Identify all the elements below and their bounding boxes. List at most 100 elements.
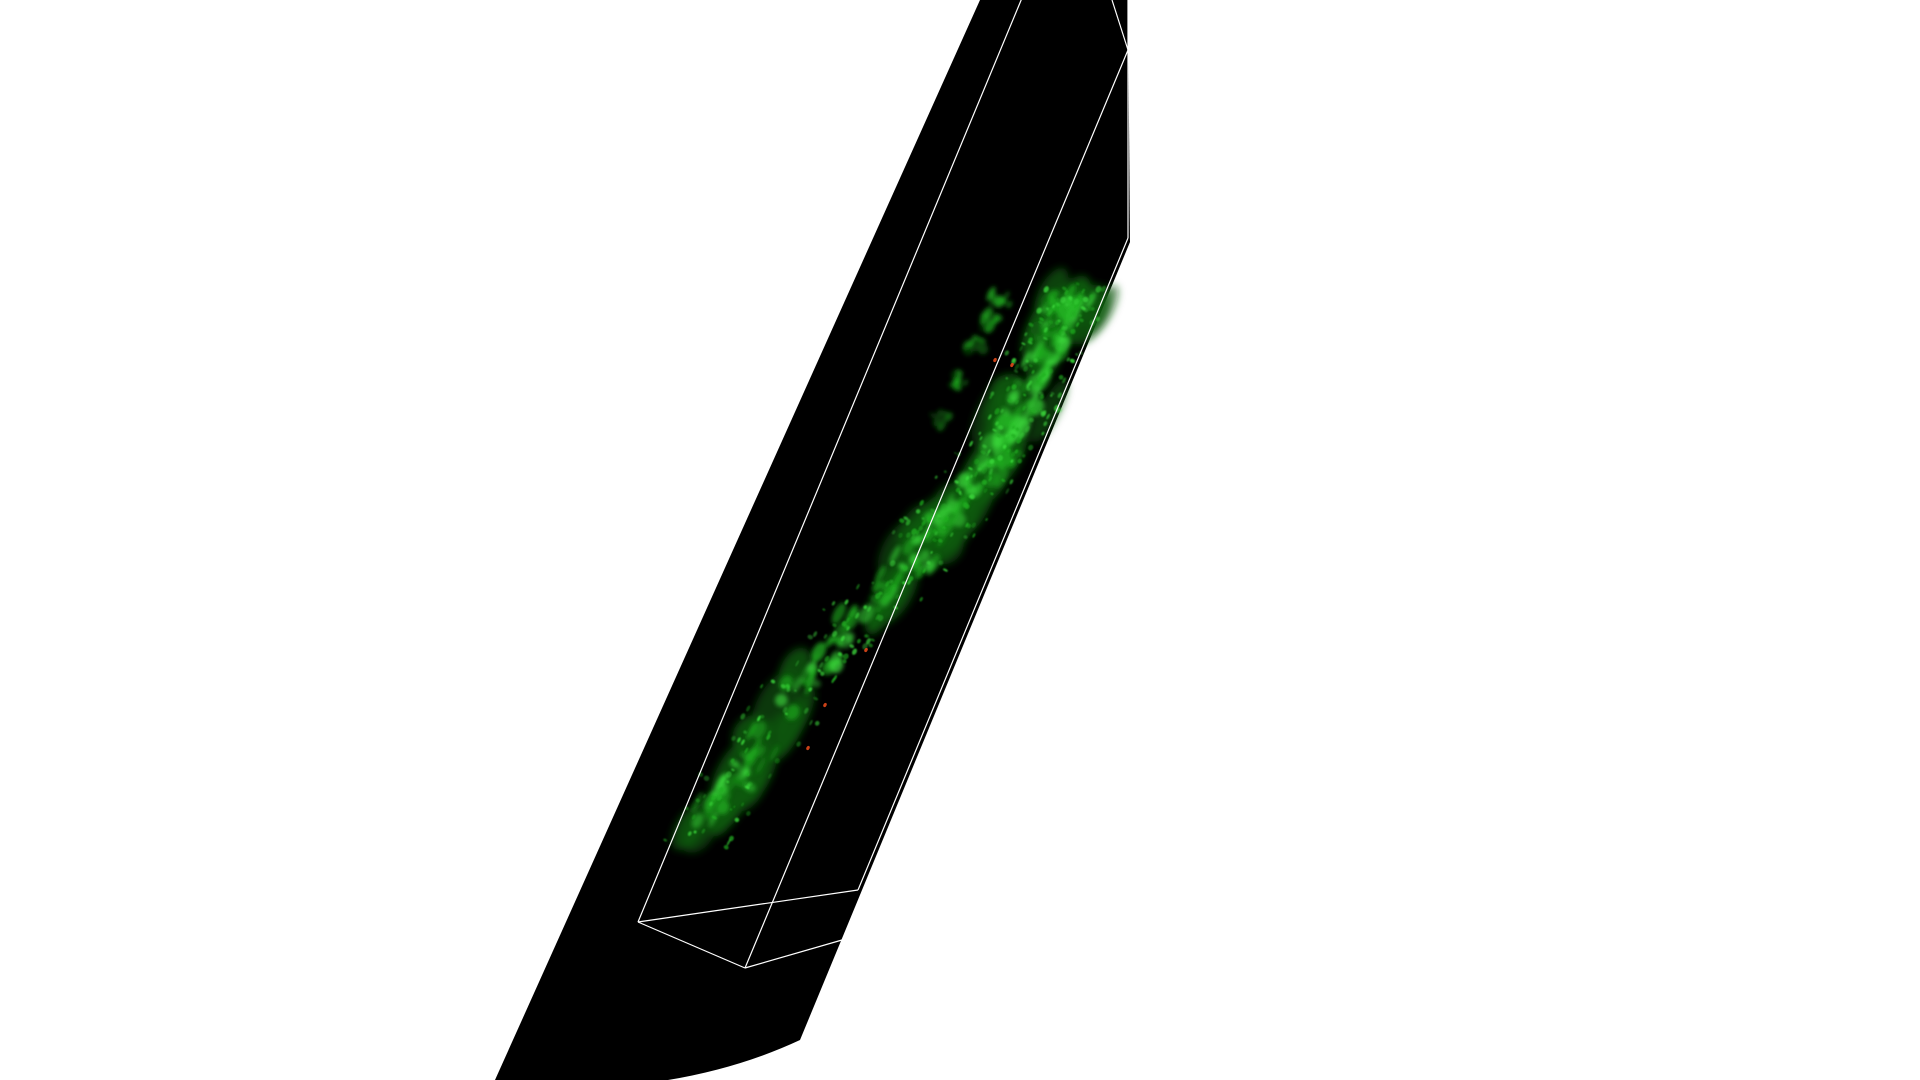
signal-speckle-dot <box>823 634 828 639</box>
signal-speckle-dot <box>1101 285 1106 293</box>
signal-core-blob <box>715 774 726 791</box>
signal-speckle-dot <box>889 579 894 584</box>
signal-core-blob <box>915 566 925 579</box>
signal-speckle-dot <box>813 631 818 637</box>
signal-core-blob <box>942 411 952 418</box>
signal-speckle-dot <box>988 476 992 482</box>
signal-speckle-dot <box>930 508 936 513</box>
signal-speckle-dot <box>1062 377 1067 384</box>
signal-speckle-dot <box>1004 350 1010 356</box>
signal-speckle-dot <box>1028 364 1033 368</box>
signal-speckle-dot <box>1075 322 1080 327</box>
signal-speckle-dot <box>1061 325 1065 331</box>
signal-speckle-dot <box>1011 357 1016 363</box>
signal-speckle-dot <box>784 712 788 716</box>
signal-speckle-dot <box>757 717 761 721</box>
signal-speckle-dot <box>729 808 733 811</box>
signal-hotspots <box>806 357 1014 751</box>
signal-speckle-dot <box>864 634 870 638</box>
signal-core-blob <box>708 811 719 827</box>
signal-speckle-dot <box>926 560 931 565</box>
signal-speckle-dot <box>938 517 942 520</box>
signal-speckle-dot <box>804 707 809 714</box>
signal-speckle-dot <box>737 737 741 743</box>
signal-speckle-dot <box>780 684 786 689</box>
signal-speckle-dot <box>1028 444 1034 451</box>
signal-core-blob <box>951 497 963 517</box>
signal-core-blob <box>903 538 915 555</box>
signal-speckle-dot <box>842 659 847 664</box>
signal-speckle-dot <box>868 643 873 648</box>
signal-speckle-dot <box>1095 285 1102 293</box>
signal-speckle-dot <box>1060 296 1066 304</box>
signal-speckle-dot <box>1046 413 1050 420</box>
signal-hotspot <box>993 357 997 363</box>
signal-speckle-dot <box>919 597 923 602</box>
signal-hotspot <box>806 745 810 751</box>
signal-core-blob <box>1046 292 1057 304</box>
signal-speckle-dot <box>746 772 750 777</box>
signal-core-blob <box>945 493 955 508</box>
signal-speckle-dot <box>921 520 926 527</box>
signal-speckle-dot <box>1010 433 1016 438</box>
signal-speckle-dot <box>1011 425 1015 430</box>
signal-speckle-dot <box>943 568 948 572</box>
signal-speckle-dot <box>1014 363 1020 370</box>
signal-core-blob <box>1041 368 1051 384</box>
signal-core-blob <box>952 384 962 391</box>
signal-speckle-dot <box>1071 311 1077 316</box>
bbox-edge <box>637 0 1022 923</box>
signal-speckle-dot <box>1006 385 1011 392</box>
signal-speckle-dot <box>767 730 772 736</box>
signal-core-blob <box>1085 291 1096 309</box>
signal-speckle-dot <box>831 677 836 684</box>
signal-speckle-dot <box>1001 478 1006 482</box>
signal-speckle-dot <box>1016 437 1022 444</box>
signal-speckle-dot <box>1026 387 1031 391</box>
signal-core-blob <box>969 342 978 354</box>
signal-speckle-dot <box>1052 304 1055 309</box>
signal-speckle-dot <box>942 526 946 530</box>
signal-speckle-dot <box>1082 296 1089 303</box>
signal-speckle-dot <box>878 591 883 595</box>
signal-core-blob <box>1021 375 1033 393</box>
signal-speckle-dot <box>934 475 938 479</box>
signal-core-blob <box>1025 397 1036 415</box>
signal-speckle-dot <box>740 739 745 746</box>
signal-speckle-dot <box>760 714 765 719</box>
signal-speckle-dot <box>903 565 908 571</box>
signal-speckle-dot <box>994 408 1000 415</box>
signal-haze-blob <box>773 686 816 756</box>
signal-core-blob <box>889 545 901 565</box>
signal-speckle-dot <box>1070 328 1076 335</box>
signal-core-blob <box>1009 407 1023 427</box>
signal-speckle-dot <box>703 794 706 799</box>
signal-speckle-dot <box>1083 307 1089 313</box>
signal-speckle <box>663 282 1106 850</box>
signal-core-blob <box>1046 335 1053 341</box>
signal-speckle-dot <box>770 679 776 684</box>
signal-speckle-dot <box>711 815 717 820</box>
signal-speckle-dot <box>932 538 937 543</box>
signal-speckle-dot <box>1062 286 1067 291</box>
signal-speckle-dot <box>997 455 1003 461</box>
signal-core-blob <box>986 286 996 301</box>
signal-speckle-dot <box>866 638 871 645</box>
signal-speckle-dot <box>1058 329 1064 335</box>
signal-speckle-dot <box>718 787 725 793</box>
signal-speckle-dot <box>1015 427 1020 432</box>
bounding-box-wireframe <box>637 0 1129 969</box>
signal-speckle-dot <box>990 391 995 397</box>
signal-speckle-dot <box>1089 294 1093 299</box>
signal-core-blob <box>937 529 948 547</box>
signal-speckle-dot <box>1069 358 1076 364</box>
signal-core-blob <box>1046 325 1055 338</box>
signal-core-blob <box>936 408 944 417</box>
signal-core-blob <box>1006 300 1012 309</box>
signal-speckle-dot <box>905 519 911 526</box>
signal-speckle-dot <box>855 612 860 619</box>
signal-speckle-dot <box>989 395 993 400</box>
signal-speckle-dot <box>1009 479 1014 485</box>
